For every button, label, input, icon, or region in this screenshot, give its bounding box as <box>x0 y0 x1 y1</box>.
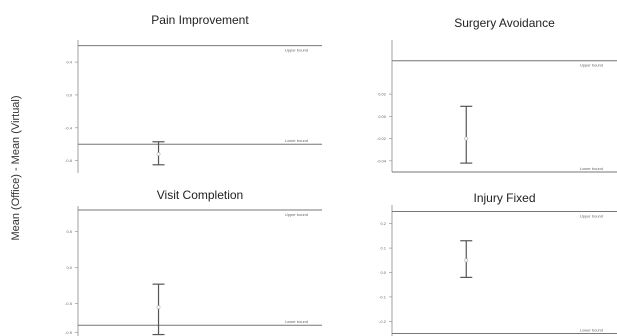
chart-title: Injury Fixed <box>473 191 535 205</box>
lower-bound-label: Lower bound <box>285 138 308 143</box>
y-tick-label: -0.2 <box>379 319 387 324</box>
y-tick-label: 0.0 <box>380 270 386 275</box>
chart-panel-2: Surgery Avoidance 0.02 0.00 -0.02 -0.04 Upper… <box>377 16 617 173</box>
lower-bound-label: Lower bound <box>285 319 308 324</box>
lower-bound-label: Lower bound <box>580 328 603 333</box>
y-tick-label: 0.4 <box>66 60 72 65</box>
y-tick-label: -0.4 <box>65 125 73 130</box>
upper-bound-label: Upper bound <box>285 48 308 53</box>
point-estimate <box>464 258 469 263</box>
chart-panel-1: Pain Improvement 0.4 0.0 -0.4 -0.8 Upper boun… <box>65 13 322 173</box>
point-estimate <box>464 136 469 141</box>
y-tick-label: -0.04 <box>377 158 387 163</box>
point-estimate <box>156 305 161 310</box>
chart-panel-3: Visit Completion 0.5 0.0 -0.5 -0.9 Upper boun… <box>65 188 322 336</box>
y-tick-label: -0.02 <box>377 136 387 141</box>
y-tick-label: 0.0 <box>66 92 72 97</box>
upper-bound-label: Upper bound <box>580 63 603 68</box>
y-tick-label: -0.5 <box>65 301 73 306</box>
chart-title: Surgery Avoidance <box>454 16 555 30</box>
y-tick-label: 0.02 <box>378 92 387 97</box>
lower-bound-label: Lower bound <box>580 166 603 171</box>
chart-title: Visit Completion <box>157 188 243 202</box>
y-tick-label: 0.1 <box>380 246 386 251</box>
y-tick-label: 0.00 <box>378 114 387 119</box>
chart-panel-4: Injury Fixed 0.2 0.1 0.0 -0.1 -0.2 Upper bound… <box>379 191 617 336</box>
y-tick-label: -0.8 <box>65 158 73 163</box>
upper-bound-label: Upper bound <box>285 212 308 217</box>
chart-title: Pain Improvement <box>151 13 249 27</box>
y-tick-label: 0.2 <box>380 221 386 226</box>
point-estimate <box>156 152 161 157</box>
y-tick-label: 0.5 <box>66 229 72 234</box>
y-tick-label: -0.9 <box>65 330 73 335</box>
upper-bound-label: Upper bound <box>580 213 603 218</box>
y-tick-label: -0.1 <box>379 294 387 299</box>
y-tick-label: 0.0 <box>66 265 72 270</box>
